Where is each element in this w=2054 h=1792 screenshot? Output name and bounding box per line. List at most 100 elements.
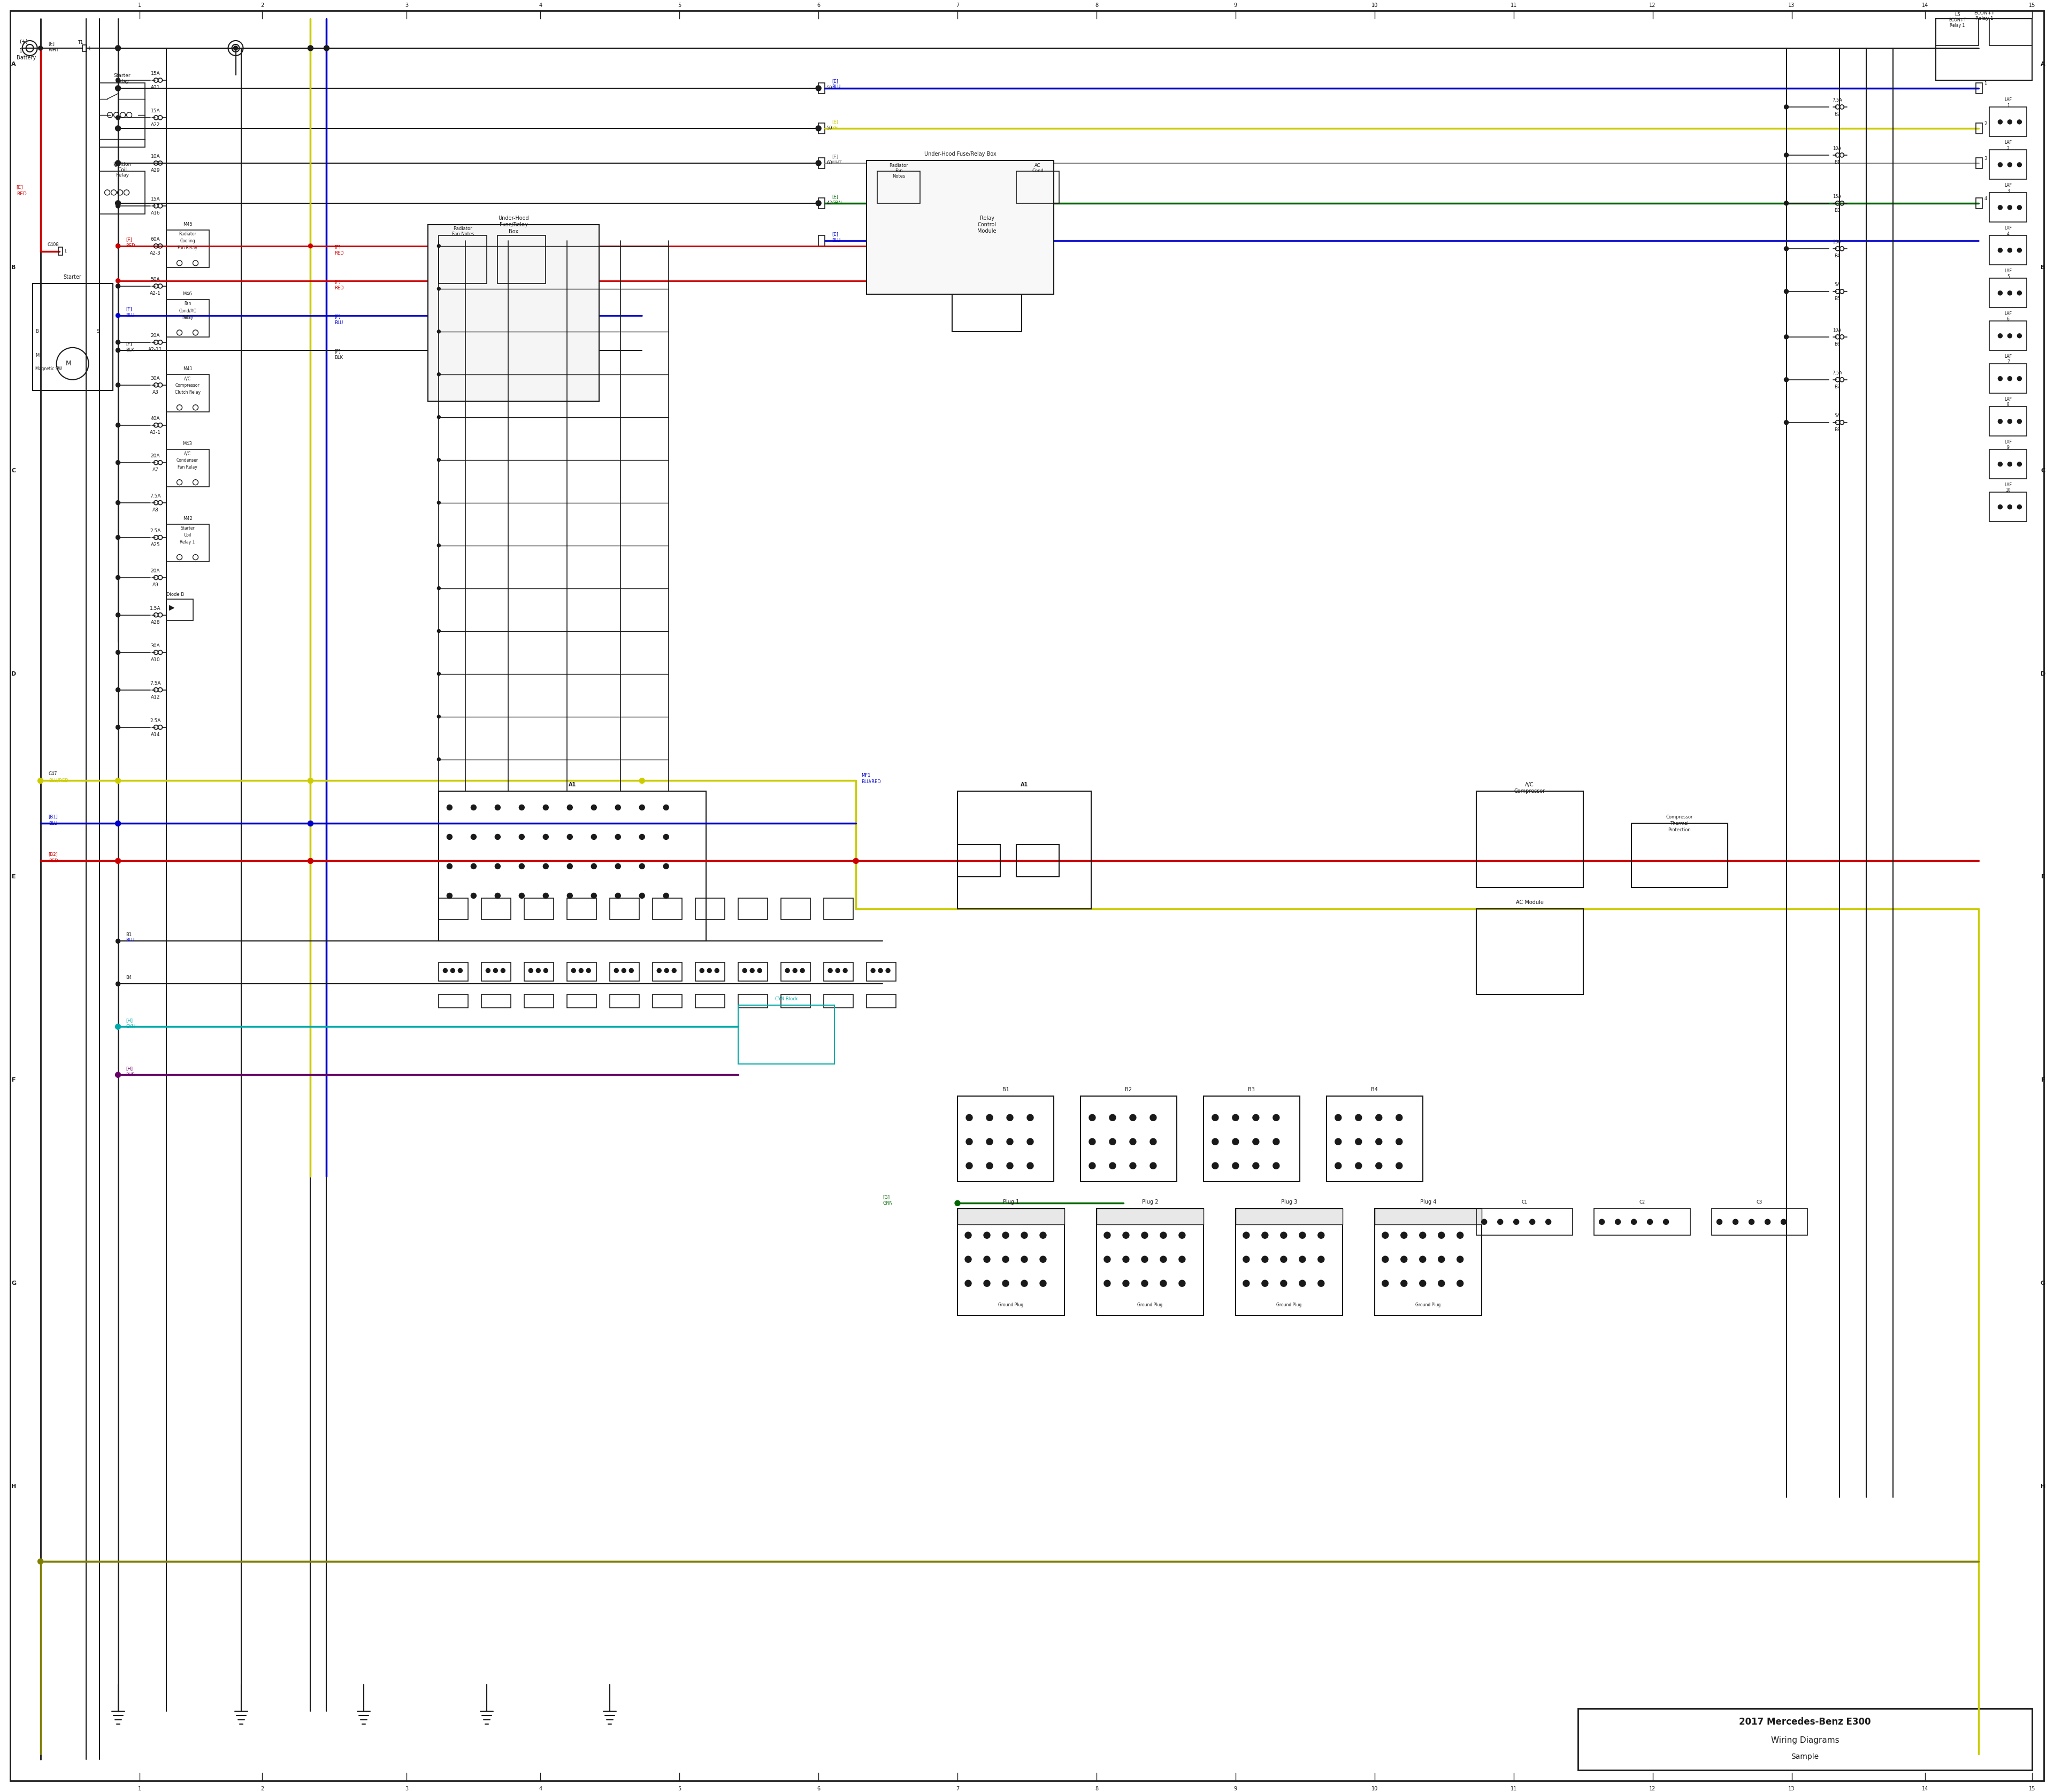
Text: BLK: BLK bbox=[335, 355, 343, 360]
Circle shape bbox=[1300, 1233, 1306, 1238]
Circle shape bbox=[2017, 120, 2021, 124]
Circle shape bbox=[115, 115, 119, 120]
Bar bbox=[1577, 1708, 2031, 1770]
Bar bbox=[696, 898, 725, 919]
Circle shape bbox=[2017, 333, 2021, 339]
Circle shape bbox=[815, 86, 822, 91]
Circle shape bbox=[528, 968, 532, 973]
Text: Fan Notes: Fan Notes bbox=[452, 231, 474, 237]
Text: M41: M41 bbox=[183, 367, 193, 371]
Circle shape bbox=[1419, 1256, 1425, 1263]
Text: Relay: Relay bbox=[980, 215, 994, 220]
Bar bbox=[58, 247, 62, 254]
Text: [E]: [E] bbox=[832, 79, 838, 84]
Text: Relay 1: Relay 1 bbox=[1949, 23, 1966, 29]
Bar bbox=[653, 962, 682, 982]
Text: M43: M43 bbox=[183, 441, 193, 446]
Text: H: H bbox=[10, 1484, 16, 1489]
Circle shape bbox=[1999, 419, 2003, 423]
Circle shape bbox=[1243, 1256, 1249, 1263]
Text: B3: B3 bbox=[1834, 208, 1840, 213]
Text: Under-Hood Fuse/Relay Box: Under-Hood Fuse/Relay Box bbox=[924, 151, 996, 156]
Text: 2017 Mercedes-Benz E300: 2017 Mercedes-Benz E300 bbox=[1740, 1717, 1871, 1727]
Circle shape bbox=[1376, 1163, 1382, 1168]
Circle shape bbox=[37, 778, 43, 783]
Circle shape bbox=[308, 858, 312, 864]
Text: WHT: WHT bbox=[49, 48, 60, 52]
Circle shape bbox=[1397, 1115, 1403, 1120]
Text: BLU: BLU bbox=[49, 821, 58, 826]
Circle shape bbox=[700, 968, 705, 973]
Text: [E]: [E] bbox=[832, 231, 838, 237]
Text: BLU: BLU bbox=[832, 84, 840, 90]
Text: C: C bbox=[2042, 468, 2046, 473]
Bar bbox=[867, 995, 896, 1007]
Text: Relay 1: Relay 1 bbox=[181, 539, 195, 545]
Circle shape bbox=[984, 1279, 990, 1287]
Text: 7.5A: 7.5A bbox=[150, 681, 160, 686]
Text: A3-1: A3-1 bbox=[150, 430, 160, 435]
Circle shape bbox=[2017, 376, 2021, 380]
Circle shape bbox=[520, 835, 524, 839]
Circle shape bbox=[1027, 1138, 1033, 1145]
Text: 4: 4 bbox=[538, 2, 542, 7]
Bar bbox=[653, 995, 682, 1007]
Text: 2: 2 bbox=[261, 1787, 265, 1792]
Bar bbox=[824, 962, 852, 982]
Circle shape bbox=[115, 650, 119, 654]
Text: A/C: A/C bbox=[185, 376, 191, 382]
Bar bbox=[1237, 1208, 1343, 1315]
Circle shape bbox=[1130, 1163, 1136, 1168]
Circle shape bbox=[1103, 1233, 1111, 1238]
Circle shape bbox=[1273, 1115, 1280, 1120]
Bar bbox=[867, 161, 1054, 294]
Circle shape bbox=[1089, 1163, 1095, 1168]
Circle shape bbox=[2007, 206, 2013, 210]
Bar bbox=[781, 995, 811, 1007]
Circle shape bbox=[707, 968, 711, 973]
Circle shape bbox=[1124, 1233, 1130, 1238]
Circle shape bbox=[1002, 1256, 1009, 1263]
Text: ECON+T: ECON+T bbox=[1974, 11, 1994, 16]
Circle shape bbox=[965, 1233, 972, 1238]
Circle shape bbox=[629, 968, 633, 973]
Circle shape bbox=[1781, 1219, 1787, 1224]
Circle shape bbox=[1161, 1233, 1167, 1238]
Bar bbox=[653, 898, 682, 919]
Bar bbox=[440, 995, 468, 1007]
Text: LAF
4: LAF 4 bbox=[2005, 226, 2013, 237]
Circle shape bbox=[544, 968, 548, 973]
Bar bbox=[1990, 450, 2027, 478]
Bar bbox=[696, 995, 725, 1007]
Circle shape bbox=[1039, 1256, 1045, 1263]
Text: 10A: 10A bbox=[1832, 328, 1842, 333]
Circle shape bbox=[115, 161, 119, 165]
Text: 15A: 15A bbox=[150, 72, 160, 77]
Text: Starter: Starter bbox=[181, 525, 195, 530]
Text: 10A: 10A bbox=[1832, 147, 1842, 151]
Text: M46: M46 bbox=[183, 292, 193, 296]
Circle shape bbox=[1614, 1219, 1621, 1224]
Circle shape bbox=[571, 968, 575, 973]
Text: 9: 9 bbox=[1234, 2, 1237, 7]
Circle shape bbox=[487, 968, 491, 973]
Circle shape bbox=[2007, 462, 2013, 466]
Circle shape bbox=[1006, 1115, 1013, 1120]
Circle shape bbox=[1397, 1138, 1403, 1145]
Circle shape bbox=[438, 330, 440, 333]
Circle shape bbox=[1335, 1138, 1341, 1145]
Text: [F]: [F] bbox=[335, 246, 341, 249]
Circle shape bbox=[470, 892, 477, 898]
Text: 15: 15 bbox=[2029, 1787, 2036, 1792]
Text: 5A: 5A bbox=[1834, 414, 1840, 419]
Text: A/C: A/C bbox=[1526, 783, 1534, 788]
Circle shape bbox=[1438, 1256, 1444, 1263]
Text: Protection: Protection bbox=[1668, 828, 1690, 831]
Circle shape bbox=[1600, 1219, 1604, 1224]
Text: LAF
7: LAF 7 bbox=[2005, 355, 2013, 364]
Circle shape bbox=[115, 461, 119, 464]
Circle shape bbox=[1021, 1256, 1027, 1263]
Circle shape bbox=[1280, 1233, 1288, 1238]
Circle shape bbox=[115, 125, 121, 131]
Bar bbox=[737, 898, 768, 919]
